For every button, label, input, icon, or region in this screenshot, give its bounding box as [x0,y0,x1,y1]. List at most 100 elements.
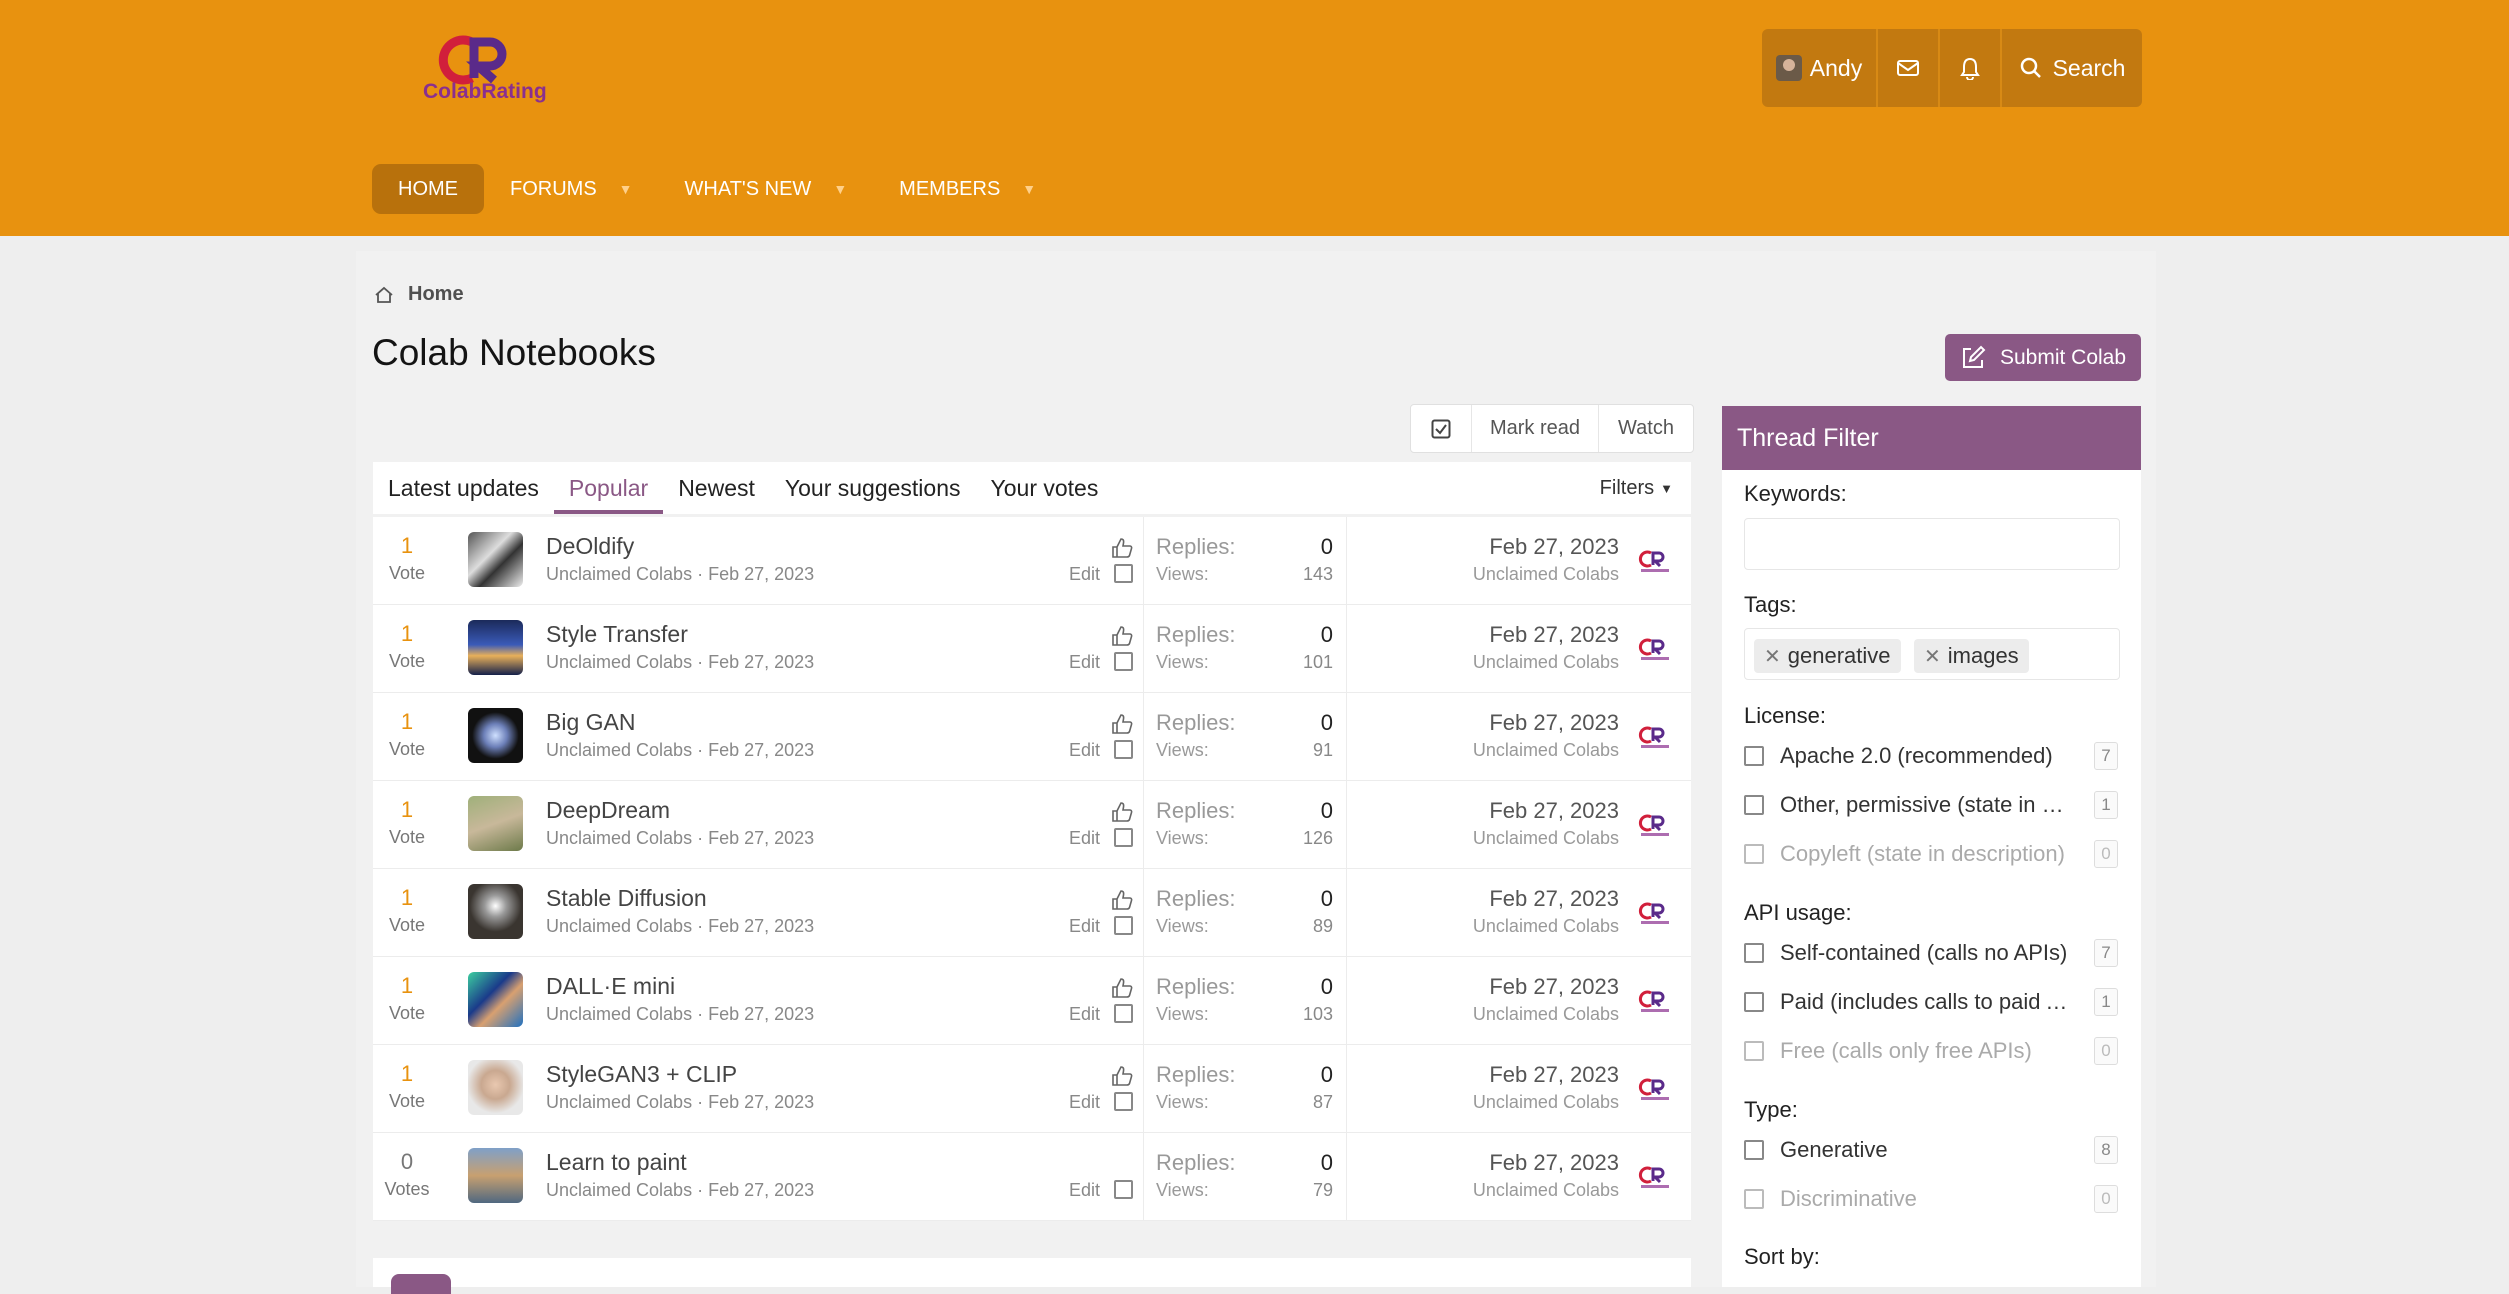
table-row[interactable]: 1 Vote Big GAN Unclaimed Colabs · Feb 27… [373,693,1691,781]
checkbox[interactable] [1744,795,1764,815]
tag-chip[interactable]: ✕ images [1914,639,2029,673]
last-post-user[interactable]: Unclaimed Colabs [1472,564,1619,584]
filter-option[interactable]: Generative 8 [1744,1135,2118,1165]
user-menu-button[interactable]: Andy [1762,29,1878,107]
logo-icon[interactable] [420,28,550,108]
thread-date[interactable]: Feb 27, 2023 [708,828,815,848]
search-button[interactable]: Search [2002,29,2142,107]
last-post-date[interactable]: Feb 27, 2023 [1489,710,1619,735]
select-checkbox[interactable] [1114,916,1133,935]
table-row[interactable]: 1 Vote Style Transfer Unclaimed Colabs ·… [373,605,1691,693]
remove-icon[interactable]: ✕ [1764,645,1781,668]
tab-popular[interactable]: Popular [553,462,664,514]
thread-thumbnail[interactable] [468,1148,523,1203]
remove-icon[interactable]: ✕ [1924,645,1941,668]
table-row[interactable]: 1 Vote DeepDream Unclaimed Colabs · Feb … [373,781,1691,869]
last-post-user[interactable]: Unclaimed Colabs [1472,1092,1619,1112]
caret-down-icon[interactable]: ▼ [1022,181,1037,197]
nav-home[interactable]: HOME [372,164,484,214]
watch-button[interactable]: Watch [1618,417,1674,439]
user-avatar-logo-icon[interactable] [1638,985,1672,1015]
thread-author[interactable]: Unclaimed Colabs [546,1092,693,1112]
last-post-date[interactable]: Feb 27, 2023 [1489,974,1619,999]
thread-date[interactable]: Feb 27, 2023 [708,740,815,760]
user-avatar-logo-icon[interactable] [1638,633,1672,663]
last-post-user[interactable]: Unclaimed Colabs [1472,1180,1619,1200]
tab-your-votes[interactable]: Your votes [990,474,1099,501]
thread-thumbnail[interactable] [468,796,523,851]
breadcrumb-home[interactable]: Home [408,283,464,305]
thread-title[interactable]: DALL·E mini [546,973,676,999]
thread-title[interactable]: Learn to paint [546,1149,687,1175]
select-checkbox[interactable] [1114,564,1133,583]
last-post-date[interactable]: Feb 27, 2023 [1489,1062,1619,1087]
tag-chip[interactable]: ✕ generative [1754,639,1901,673]
last-post-date[interactable]: Feb 27, 2023 [1489,534,1619,559]
filter-option[interactable]: Self-contained (calls no APIs) 7 [1744,938,2118,968]
last-post-user[interactable]: Unclaimed Colabs [1472,916,1619,936]
thread-author[interactable]: Unclaimed Colabs [546,828,693,848]
thread-author[interactable]: Unclaimed Colabs [546,564,693,584]
nav-members[interactable]: MEMBERS ▼ [873,164,1062,214]
thread-title[interactable]: StyleGAN3 + CLIP [546,1061,738,1087]
thread-author[interactable]: Unclaimed Colabs [546,916,693,936]
thread-thumbnail[interactable] [468,708,523,763]
thread-title[interactable]: Stable Diffusion [546,885,707,911]
thread-thumbnail[interactable] [468,972,523,1027]
checkbox[interactable] [1744,746,1764,766]
thread-thumbnail[interactable] [468,1060,523,1115]
nav-forums[interactable]: FORUMS ▼ [484,164,659,214]
nav-whats-new[interactable]: WHAT'S NEW ▼ [659,164,874,214]
last-post-date[interactable]: Feb 27, 2023 [1489,798,1619,823]
thumbs-up-icon[interactable] [1111,625,1133,647]
thread-thumbnail[interactable] [468,620,523,675]
tab-newest[interactable]: Newest [678,474,755,501]
last-post-date[interactable]: Feb 27, 2023 [1489,622,1619,647]
edit-link[interactable]: Edit [1069,916,1101,936]
user-avatar-logo-icon[interactable] [1638,809,1672,839]
select-checkbox[interactable] [1114,1092,1133,1111]
edit-link[interactable]: Edit [1069,1180,1101,1200]
thumbs-up-icon[interactable] [1111,801,1133,823]
edit-link[interactable]: Edit [1069,1004,1101,1024]
thread-author[interactable]: Unclaimed Colabs [546,740,693,760]
edit-link[interactable]: Edit [1069,1092,1101,1112]
thread-date[interactable]: Feb 27, 2023 [708,652,815,672]
user-avatar-logo-icon[interactable] [1638,545,1672,575]
breadcrumb[interactable]: Home [374,283,464,306]
checkbox[interactable] [1744,1140,1764,1160]
checkbox[interactable] [1744,943,1764,963]
thumbs-up-icon[interactable] [1111,889,1133,911]
table-row[interactable]: 1 Vote DeOldify Unclaimed Colabs · Feb 2… [373,517,1691,605]
select-checkbox[interactable] [1114,652,1133,671]
table-row[interactable]: 1 Vote DALL·E mini Unclaimed Colabs · Fe… [373,957,1691,1045]
mark-read-button[interactable]: Mark read [1472,405,1599,452]
thread-title[interactable]: DeOldify [546,533,635,559]
filter-option[interactable]: Paid (includes calls to paid APIs) 1 [1744,987,2118,1017]
user-avatar-logo-icon[interactable] [1638,721,1672,751]
last-post-user[interactable]: Unclaimed Colabs [1472,828,1619,848]
select-checkbox[interactable] [1114,740,1133,759]
thread-date[interactable]: Feb 27, 2023 [708,1180,815,1200]
thumbs-up-icon[interactable] [1111,977,1133,999]
table-row[interactable]: 1 Vote StyleGAN3 + CLIP Unclaimed Colabs… [373,1045,1691,1133]
thread-date[interactable]: Feb 27, 2023 [708,564,815,584]
thumbs-up-icon[interactable] [1111,1065,1133,1087]
table-row[interactable]: 0 Votes Learn to paint Unclaimed Colabs … [373,1133,1691,1221]
edit-link[interactable]: Edit [1069,740,1101,760]
last-post-date[interactable]: Feb 27, 2023 [1489,1150,1619,1175]
thread-date[interactable]: Feb 27, 2023 [708,1004,815,1024]
last-post-user[interactable]: Unclaimed Colabs [1472,1004,1619,1024]
thumbs-up-icon[interactable] [1111,713,1133,735]
select-toggle-button[interactable] [1411,405,1472,452]
table-row[interactable]: 1 Vote Stable Diffusion Unclaimed Colabs… [373,869,1691,957]
last-post-user[interactable]: Unclaimed Colabs [1472,740,1619,760]
filter-option[interactable]: Other, permissive (state in description)… [1744,790,2118,820]
thread-author[interactable]: Unclaimed Colabs [546,1004,693,1024]
thread-date[interactable]: Feb 27, 2023 [708,1092,815,1112]
thread-title[interactable]: Style Transfer [546,621,688,647]
select-checkbox[interactable] [1114,1004,1133,1023]
caret-down-icon[interactable]: ▼ [618,181,633,197]
select-checkbox[interactable] [1114,1180,1133,1199]
thread-thumbnail[interactable] [468,884,523,939]
